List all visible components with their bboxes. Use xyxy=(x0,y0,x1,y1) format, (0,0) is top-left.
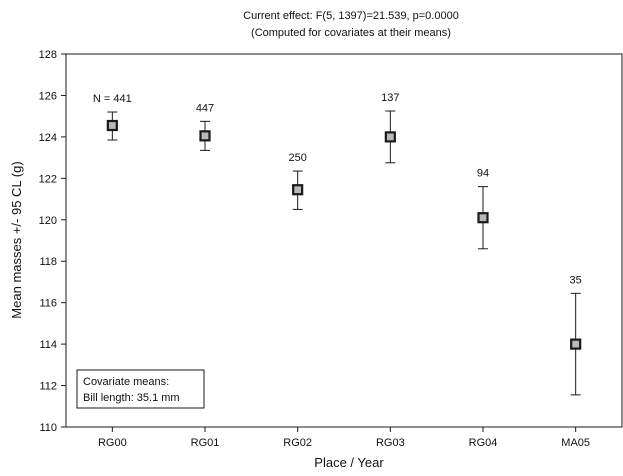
sample-size-label: 137 xyxy=(381,92,399,104)
x-tick-label: RG01 xyxy=(191,437,220,449)
chart-subtitle: (Computed for covariates at their means) xyxy=(251,27,451,39)
data-point-group: 35 xyxy=(570,274,582,396)
covariate-box-frame xyxy=(76,369,205,409)
mean-marker xyxy=(106,119,118,132)
y-tick-label: 126 xyxy=(39,90,57,102)
y-tick-label: 124 xyxy=(39,132,57,144)
y-axis-label: Mean masses +/- 95 CL (g) xyxy=(9,161,24,318)
mean-marker xyxy=(570,338,582,350)
x-axis: RG00 RG01 RG02 RG03 RG04 MA05 xyxy=(98,427,590,449)
y-axis: 110 112 114 116 118 120 122 124 126 128 xyxy=(39,49,66,434)
y-tick-label: 112 xyxy=(39,381,57,393)
data-point-group: 94 xyxy=(477,168,489,250)
mean-marker xyxy=(477,212,489,224)
y-tick-label: 116 xyxy=(39,298,57,310)
sample-size-label: N = 441 xyxy=(93,93,132,105)
mean-marker xyxy=(292,184,304,196)
x-tick-label: MA05 xyxy=(561,437,590,449)
x-axis-label: Place / Year xyxy=(314,455,384,470)
y-tick-label: 118 xyxy=(39,256,57,268)
sample-size-label: 94 xyxy=(477,168,489,180)
sample-size-label: 250 xyxy=(288,152,306,164)
x-tick-label: RG03 xyxy=(376,437,405,449)
covariate-box: Covariate means: Bill length: 35.1 mm xyxy=(76,369,205,409)
x-tick-label: RG04 xyxy=(469,437,498,449)
x-tick-label: RG02 xyxy=(283,437,312,449)
data-point-group: 250 xyxy=(288,152,307,210)
y-tick-label: 128 xyxy=(39,49,57,61)
y-tick-label: 122 xyxy=(39,173,57,185)
mean-marker xyxy=(199,130,211,142)
y-tick-label: 120 xyxy=(39,215,57,227)
y-tick-label: 110 xyxy=(39,422,57,434)
x-tick-label: RG00 xyxy=(98,437,127,449)
data-series: N = 441 447 250 137 94 35 xyxy=(93,92,582,396)
covariate-box-line2: Bill length: 35.1 mm xyxy=(83,392,180,404)
y-tick-label: 114 xyxy=(39,339,57,351)
mean-marker xyxy=(384,131,396,143)
data-point-group: 137 xyxy=(381,92,400,164)
covariate-box-line1: Covariate means: xyxy=(83,376,169,388)
sample-size-label: 35 xyxy=(570,274,582,286)
data-point-group: 447 xyxy=(196,102,214,151)
chart-title: Current effect: F(5, 1397)=21.539, p=0.0… xyxy=(243,10,459,22)
plot-frame xyxy=(65,53,623,428)
sample-size-label: 447 xyxy=(196,102,214,114)
data-point-group: N = 441 xyxy=(93,93,132,141)
